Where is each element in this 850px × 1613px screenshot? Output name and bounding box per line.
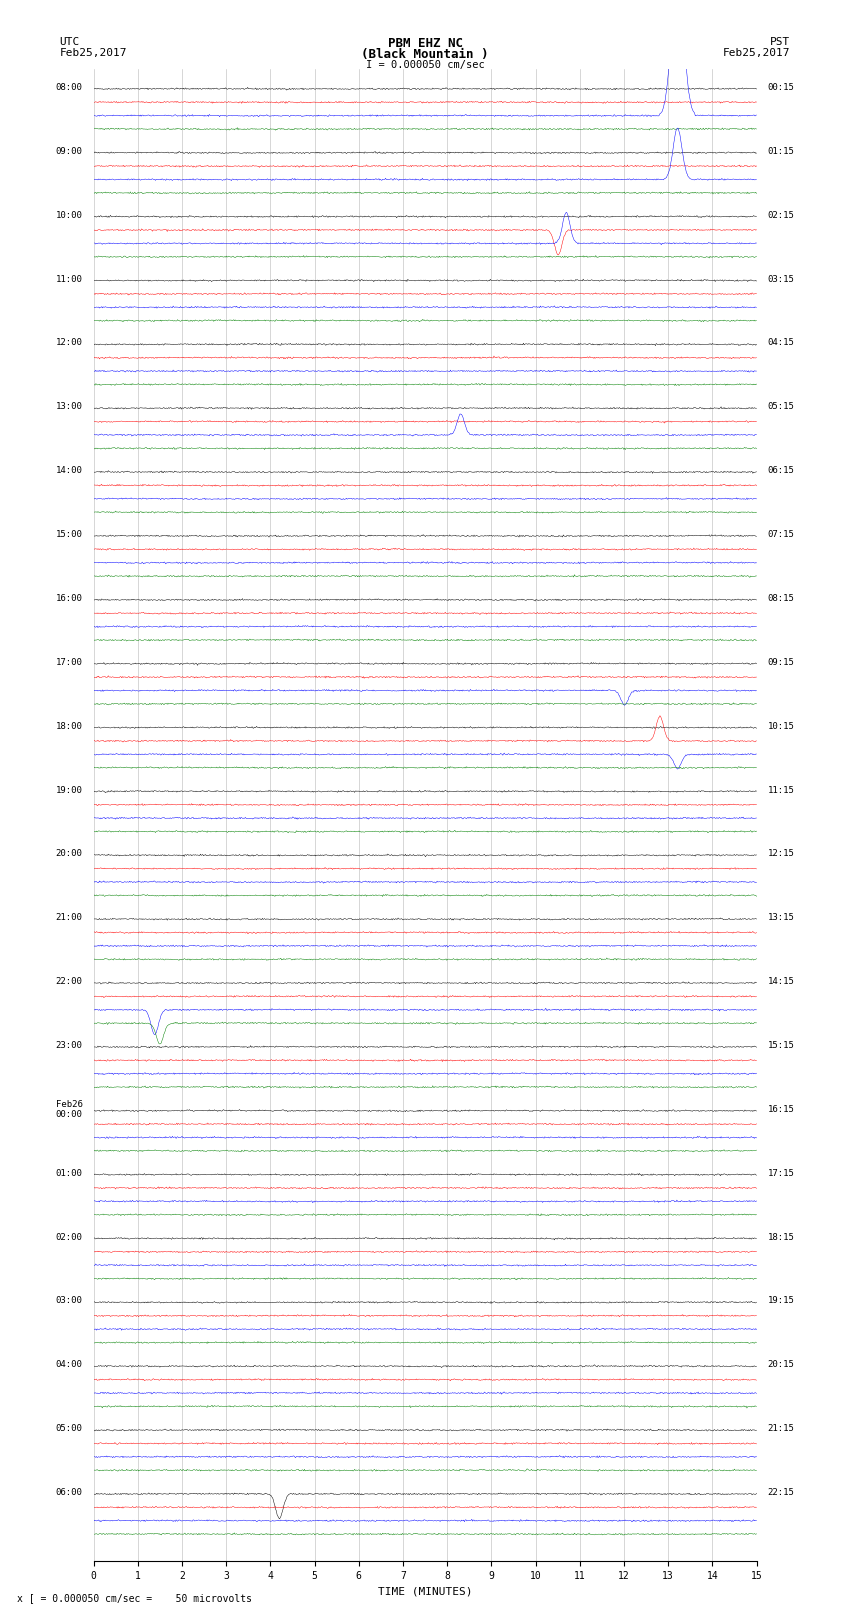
Text: 23:00: 23:00 (55, 1040, 82, 1050)
Text: 14:00: 14:00 (55, 466, 82, 476)
Text: Feb25,2017: Feb25,2017 (723, 48, 791, 58)
Text: 06:15: 06:15 (768, 466, 795, 476)
Text: 10:00: 10:00 (55, 211, 82, 219)
Text: 11:00: 11:00 (55, 274, 82, 284)
Text: 21:15: 21:15 (768, 1424, 795, 1434)
Text: 02:00: 02:00 (55, 1232, 82, 1242)
Text: 01:00: 01:00 (55, 1169, 82, 1177)
Text: UTC: UTC (60, 37, 80, 47)
Text: 20:15: 20:15 (768, 1360, 795, 1369)
Text: 04:00: 04:00 (55, 1360, 82, 1369)
Text: 21:00: 21:00 (55, 913, 82, 923)
Text: 03:15: 03:15 (768, 274, 795, 284)
Text: 03:00: 03:00 (55, 1297, 82, 1305)
Text: x [ = 0.000050 cm/sec =    50 microvolts: x [ = 0.000050 cm/sec = 50 microvolts (17, 1594, 252, 1603)
Text: 07:15: 07:15 (768, 531, 795, 539)
Text: 09:00: 09:00 (55, 147, 82, 156)
Text: 14:15: 14:15 (768, 977, 795, 986)
Text: 05:00: 05:00 (55, 1424, 82, 1434)
Text: 02:15: 02:15 (768, 211, 795, 219)
Text: 08:00: 08:00 (55, 82, 82, 92)
Text: 19:15: 19:15 (768, 1297, 795, 1305)
Text: 15:15: 15:15 (768, 1040, 795, 1050)
Text: 06:00: 06:00 (55, 1489, 82, 1497)
Text: (Black Mountain ): (Black Mountain ) (361, 48, 489, 61)
Text: 22:00: 22:00 (55, 977, 82, 986)
Text: 16:00: 16:00 (55, 594, 82, 603)
Text: I = 0.000050 cm/sec: I = 0.000050 cm/sec (366, 60, 484, 69)
Text: 17:00: 17:00 (55, 658, 82, 666)
Text: 18:00: 18:00 (55, 721, 82, 731)
Text: 15:00: 15:00 (55, 531, 82, 539)
Text: 05:15: 05:15 (768, 402, 795, 411)
X-axis label: TIME (MINUTES): TIME (MINUTES) (377, 1587, 473, 1597)
Text: 17:15: 17:15 (768, 1169, 795, 1177)
Text: 18:15: 18:15 (768, 1232, 795, 1242)
Text: 00:15: 00:15 (768, 82, 795, 92)
Text: 22:15: 22:15 (768, 1489, 795, 1497)
Text: 11:15: 11:15 (768, 786, 795, 795)
Text: 12:15: 12:15 (768, 850, 795, 858)
Text: 13:00: 13:00 (55, 402, 82, 411)
Text: 12:00: 12:00 (55, 339, 82, 347)
Text: 08:15: 08:15 (768, 594, 795, 603)
Text: 13:15: 13:15 (768, 913, 795, 923)
Text: Feb26
00:00: Feb26 00:00 (55, 1100, 82, 1119)
Text: 16:15: 16:15 (768, 1105, 795, 1115)
Text: 04:15: 04:15 (768, 339, 795, 347)
Text: PST: PST (770, 37, 790, 47)
Text: 01:15: 01:15 (768, 147, 795, 156)
Text: 10:15: 10:15 (768, 721, 795, 731)
Text: PBM EHZ NC: PBM EHZ NC (388, 37, 462, 50)
Text: 09:15: 09:15 (768, 658, 795, 666)
Text: Feb25,2017: Feb25,2017 (60, 48, 127, 58)
Text: 20:00: 20:00 (55, 850, 82, 858)
Text: 19:00: 19:00 (55, 786, 82, 795)
